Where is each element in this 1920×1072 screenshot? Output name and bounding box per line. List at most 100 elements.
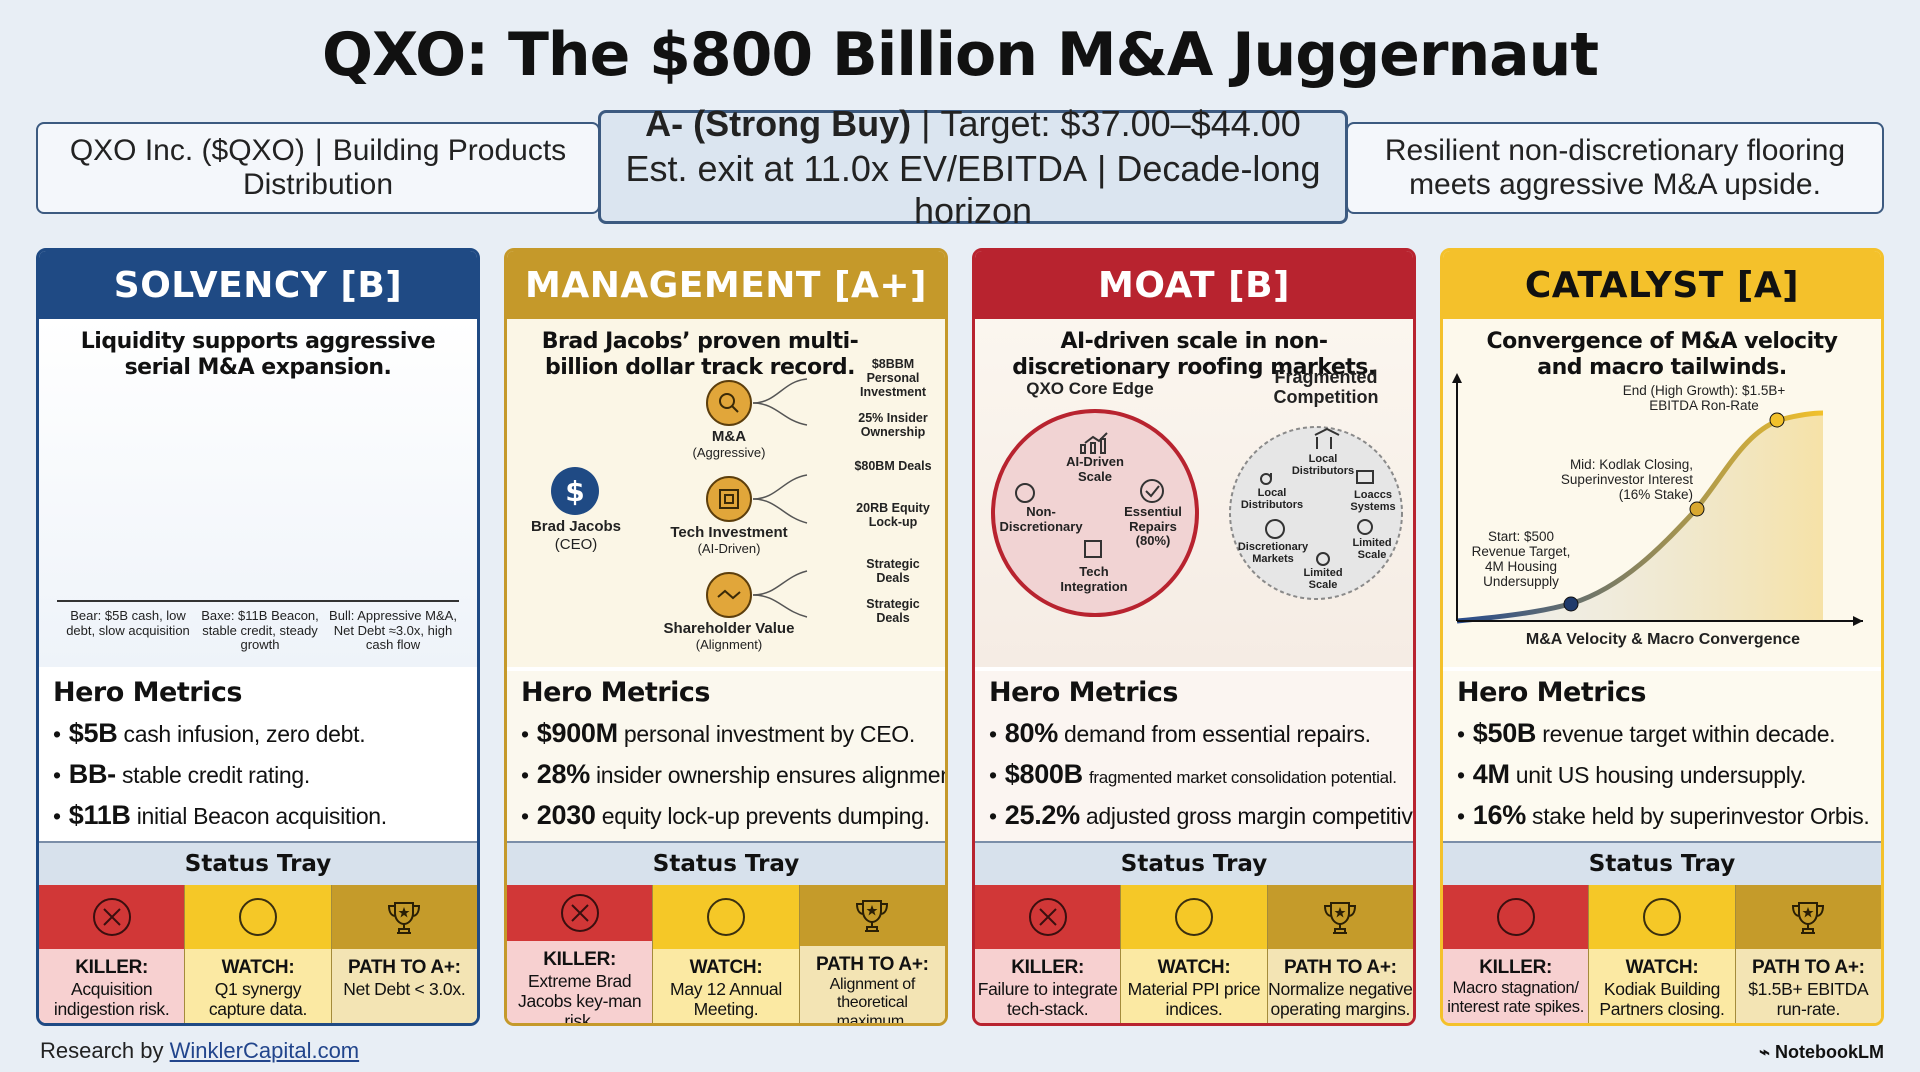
watch-cell: WATCH: Kodiak Building Partners closing. [1589, 885, 1736, 1023]
status-tray-title: Status Tray [1443, 843, 1881, 885]
moat-card: MOAT [B] AI-driven scale in non-discreti… [972, 248, 1416, 1026]
price-target: Target: $37.00–$44.00 [940, 102, 1301, 144]
start-point [1563, 596, 1579, 612]
path-cell: PATH TO A+: Alignment of theoretical maxi… [799, 885, 945, 1023]
metric-item: BB- stable credit rating. [53, 759, 463, 790]
path-cell: PATH TO A+: Normalize negative operating … [1267, 885, 1413, 1023]
catalyst-card: CATALYST [A] Convergence of M&A velocity… [1440, 248, 1884, 1026]
leaf-label: $80BM Deals [854, 459, 932, 473]
solvency-panel: Liquidity supports aggressive serial M&A… [39, 319, 477, 667]
org-tree: $ [551, 378, 808, 618]
core-item: AI-Driven Scale [1066, 454, 1124, 484]
thesis: Resilient non-discretionary flooring mee… [1384, 133, 1846, 202]
catalyst-heading: CATALYST [A] [1443, 251, 1881, 319]
mid-label: Mid: Kodlak Closing, Superinvestor Inter… [1560, 457, 1693, 503]
hero-title: Hero Metrics [53, 677, 242, 708]
node-name: Shareholder Value [663, 620, 795, 637]
exit-multiple: Est. exit at 11.0x EV/EBITDA [625, 148, 1087, 190]
moat-heading: MOAT [B] [975, 251, 1413, 319]
management-hero: Hero Metrics $900M personal investment b… [507, 671, 945, 841]
axis-label: M&A Velocity & Macro Convergence [1525, 631, 1801, 648]
path-cell: PATH TO A+: $1.5B+ EBITDA run-rate. [1735, 885, 1881, 1023]
watch-cell: WATCH: Q1 synergy capture data. [185, 885, 332, 1023]
x-circle-icon [1028, 898, 1067, 936]
management-subtitle: Brad Jacobs’ proven multi-billion dollar… [541, 329, 859, 380]
circle-icon [1642, 898, 1681, 936]
x-circle-icon [92, 898, 131, 936]
management-card: MANAGEMENT [A+] Brad Jacobs’ proven mult… [504, 248, 948, 1026]
ceo-name: Brad Jacobs [530, 518, 622, 535]
solvency-hero: Hero Metrics $5B cash infusion, zero deb… [39, 671, 477, 841]
watch-cell: WATCH: May 12 Annual Meeting. [653, 885, 800, 1023]
status-tray-title: Status Tray [975, 843, 1413, 885]
end-point [1769, 412, 1785, 428]
leaf-label: Strategic Deals [866, 557, 920, 585]
circle-icon [238, 898, 277, 936]
convergence-curve [1452, 373, 1863, 626]
trophy-icon [1324, 902, 1357, 934]
moat-hero: Hero Metrics 80% demand from essential r… [975, 671, 1413, 841]
rating-box: A- (Strong Buy) | Target: $37.00–$44.00 Es… [598, 103, 1348, 231]
metric-item: $900M personal investment by CEO. [521, 718, 931, 749]
company-name: QXO Inc. ($QXO) [69, 133, 305, 167]
circle-icon [1496, 898, 1535, 936]
management-panel: Brad Jacobs’ proven multi-billion dollar… [507, 319, 945, 667]
mid-point [1689, 501, 1705, 517]
node-desc: (AI-Driven) [697, 541, 761, 556]
ceo-role: (CEO) [554, 536, 598, 553]
notebooklm-logo: ⌁ NotebookLM [1759, 1042, 1884, 1062]
metric-item: $11B initial Beacon acquisition. [53, 800, 463, 831]
management-heading: MANAGEMENT [A+] [507, 251, 945, 319]
company-box: QXO Inc. ($QXO) | Building Products Distri… [36, 122, 600, 214]
sector: Building Products Distribution [242, 133, 567, 202]
hero-title: Hero Metrics [521, 677, 710, 708]
frag-item: Local Distributors [1240, 487, 1304, 512]
watch-cell: WATCH: Material PPI price indices. [1121, 885, 1268, 1023]
base-label: Baxe: $11B Beacon, stable credit, steady… [201, 608, 319, 653]
metric-item: 25.2% adjusted gross margin competitive. [989, 800, 1413, 831]
killer-cell: KILLER: Acquisition indigestion risk. [39, 885, 186, 1023]
frag-item: Loaccs Systems [1350, 489, 1396, 514]
fragmented-title: Fragmented Competition [1273, 367, 1379, 408]
thesis-box: Resilient non-discretionary flooring mee… [1346, 122, 1884, 214]
leaf-label: $8BBM Personal Investment [860, 357, 926, 399]
frag-item: Limited Scale [1303, 567, 1343, 592]
circle-icon [706, 898, 745, 936]
metric-item: $50B revenue target within decade. [1457, 718, 1867, 749]
trophy-icon [388, 902, 421, 934]
node-desc: (Alignment) [695, 637, 763, 652]
leaf-label: 25% Insider Ownership [858, 411, 928, 439]
catalyst-subtitle: Convergence of M&A velocity and macro ta… [1486, 329, 1838, 380]
end-label: End (High Growth): $1.5B+ EBITDA Ron-Rat… [1622, 383, 1786, 414]
metric-item: $5B cash infusion, zero debt. [53, 718, 463, 749]
winkler-link[interactable]: WinklerCapital.com [169, 1038, 360, 1063]
metric-item: $800B fragmented market consolidation po… [989, 759, 1399, 790]
bull-label: Bull: Appressive M&A, Net Debt ≈3.0x, hi… [329, 608, 457, 653]
trophy-icon [856, 900, 889, 933]
status-tray: Status Tray KILLER: Macro stagnation/ int… [1443, 841, 1881, 1023]
core-item: Essentiul Repairs (80%) [1124, 504, 1182, 549]
solvency-heading: SOLVENCY [B] [39, 251, 477, 319]
core-item: Non-Discretionary [999, 504, 1083, 534]
catalyst-hero: Hero Metrics $50B revenue target within … [1443, 671, 1881, 841]
solvency-subtitle: Liquidity supports aggressive serial M&A… [80, 329, 436, 380]
moat-diagram [991, 409, 1403, 617]
metric-item: 28% insider ownership ensures alignment. [521, 759, 945, 790]
core-item: Tech Integration [1060, 564, 1128, 594]
killer-cell: KILLER: Extreme Brad Jacobs key-man risk. [507, 885, 654, 1023]
circle-icon [1174, 898, 1213, 936]
leaf-label: 20RB Equity Lock-up [856, 501, 930, 529]
status-tray: Status Tray KILLER: Acquisition indigesti… [39, 841, 477, 1023]
hero-title: Hero Metrics [989, 677, 1178, 708]
status-tray: Status Tray KILLER: Failure to integrate … [975, 841, 1413, 1023]
killer-cell: KILLER: Macro stagnation/ interest rate s… [1443, 885, 1590, 1023]
catalyst-panel: Convergence of M&A velocity and macro ta… [1443, 319, 1881, 667]
footer-credit: Research by WinklerCapital.com [40, 1038, 360, 1063]
horizon: Decade-long horizon [913, 148, 1321, 231]
frag-item: Discretionary Markets [1237, 541, 1309, 566]
svg-text:$: $ [565, 475, 584, 508]
bear-label: Bear: $5B cash, low debt, slow acquisiti… [66, 608, 190, 638]
frag-item: Limited Scale [1352, 537, 1392, 562]
hero-title: Hero Metrics [1457, 677, 1646, 708]
moat-subtitle: AI-driven scale in non-discretionary roo… [1012, 329, 1376, 380]
